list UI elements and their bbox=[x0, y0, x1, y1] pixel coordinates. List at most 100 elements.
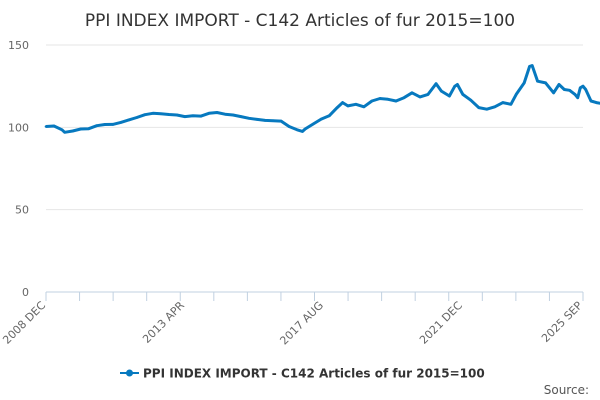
x-tick-label: 2008 DEC bbox=[0, 299, 48, 347]
data-point bbox=[426, 93, 430, 96]
data-point bbox=[52, 124, 56, 128]
legend-marker bbox=[126, 369, 133, 377]
data-point bbox=[448, 94, 451, 98]
data-point bbox=[440, 89, 443, 93]
data-point bbox=[544, 81, 547, 85]
data-point bbox=[595, 101, 598, 104]
data-point bbox=[303, 127, 307, 131]
data-point bbox=[215, 111, 219, 114]
data-point bbox=[370, 99, 374, 103]
data-point bbox=[271, 119, 275, 122]
data-point bbox=[183, 115, 187, 118]
data-point bbox=[576, 96, 579, 99]
data-point bbox=[263, 119, 267, 122]
x-axis: 2008 DEC 2013 APR 2017 AUG 2021 DEC 2025 SEP bbox=[0, 291, 585, 348]
data-point bbox=[501, 101, 505, 104]
data-point bbox=[60, 128, 64, 132]
data-point bbox=[589, 99, 593, 103]
data-point bbox=[477, 106, 481, 109]
source-label: Source: bbox=[544, 383, 589, 397]
data-point bbox=[223, 112, 227, 116]
y-tick-label: 0 bbox=[22, 286, 29, 299]
data-point bbox=[402, 96, 406, 99]
data-point bbox=[552, 91, 555, 95]
data-point bbox=[127, 118, 131, 122]
data-point bbox=[63, 131, 66, 134]
data-point bbox=[528, 65, 531, 68]
data-point bbox=[509, 103, 513, 106]
data-point bbox=[111, 123, 115, 126]
data-point bbox=[410, 91, 414, 95]
data-point bbox=[279, 119, 283, 123]
data-point bbox=[335, 106, 339, 109]
data-point bbox=[461, 93, 465, 96]
data-point bbox=[311, 122, 315, 126]
data-point bbox=[346, 104, 350, 108]
data-point bbox=[493, 105, 497, 109]
data-point bbox=[207, 112, 211, 115]
data-point bbox=[255, 118, 259, 121]
data-point bbox=[287, 125, 291, 128]
data-point bbox=[119, 121, 123, 124]
data-point bbox=[485, 107, 489, 111]
data-point bbox=[143, 113, 147, 116]
data-point bbox=[581, 84, 585, 88]
data-point bbox=[167, 113, 171, 116]
y-tick-label: 100 bbox=[8, 121, 29, 134]
data-point bbox=[469, 98, 473, 102]
data-point bbox=[568, 89, 571, 92]
data-point bbox=[327, 114, 331, 118]
y-tick-label: 150 bbox=[8, 39, 29, 52]
data-point bbox=[418, 95, 422, 99]
data-point bbox=[175, 113, 179, 117]
data-point bbox=[579, 86, 582, 90]
y-tick-label: 50 bbox=[15, 204, 29, 217]
data-point bbox=[522, 81, 526, 85]
data-point bbox=[44, 125, 48, 128]
data-point bbox=[573, 93, 577, 96]
data-point bbox=[87, 127, 90, 130]
data-point bbox=[295, 128, 299, 132]
data-point bbox=[151, 112, 155, 115]
y-axis: 0 50 100 150 bbox=[8, 39, 29, 299]
data-point bbox=[394, 99, 398, 103]
data-point bbox=[247, 117, 251, 120]
x-tick-label: 2021 DEC bbox=[417, 299, 465, 347]
data-point bbox=[362, 105, 366, 109]
series-layer bbox=[44, 64, 600, 134]
data-point bbox=[159, 112, 163, 116]
data-point bbox=[354, 103, 358, 106]
data-point bbox=[79, 127, 82, 131]
data-point bbox=[71, 129, 74, 133]
data-point bbox=[191, 114, 195, 118]
series-line bbox=[45, 64, 600, 134]
data-point bbox=[557, 83, 561, 86]
x-tick-label: 2017 AUG bbox=[277, 299, 326, 348]
data-point bbox=[341, 101, 344, 104]
data-point bbox=[95, 124, 99, 127]
data-point bbox=[199, 114, 203, 118]
data-point bbox=[584, 88, 587, 91]
data-point bbox=[434, 82, 438, 85]
x-tick-label: 2013 APR bbox=[140, 299, 187, 346]
legend-label: PPI INDEX IMPORT - C142 Articles of fur … bbox=[143, 367, 485, 381]
data-point bbox=[301, 130, 304, 133]
data-point bbox=[453, 84, 457, 88]
data-point bbox=[135, 116, 139, 119]
data-point bbox=[536, 79, 539, 83]
data-point bbox=[456, 83, 459, 86]
chart-title: PPI INDEX IMPORT - C142 Articles of fur … bbox=[85, 11, 515, 31]
data-point bbox=[319, 117, 323, 121]
data-point bbox=[514, 93, 518, 96]
data-point bbox=[103, 123, 107, 126]
data-point bbox=[563, 88, 566, 91]
data-point bbox=[231, 113, 235, 117]
x-tick-label: 2025 SEP bbox=[539, 299, 585, 345]
data-point bbox=[378, 97, 382, 100]
data-point bbox=[239, 115, 243, 118]
data-point bbox=[530, 64, 534, 67]
data-point bbox=[386, 98, 390, 101]
grid-lines bbox=[46, 44, 583, 211]
legend[interactable]: PPI INDEX IMPORT - C142 Articles of fur … bbox=[120, 367, 485, 381]
